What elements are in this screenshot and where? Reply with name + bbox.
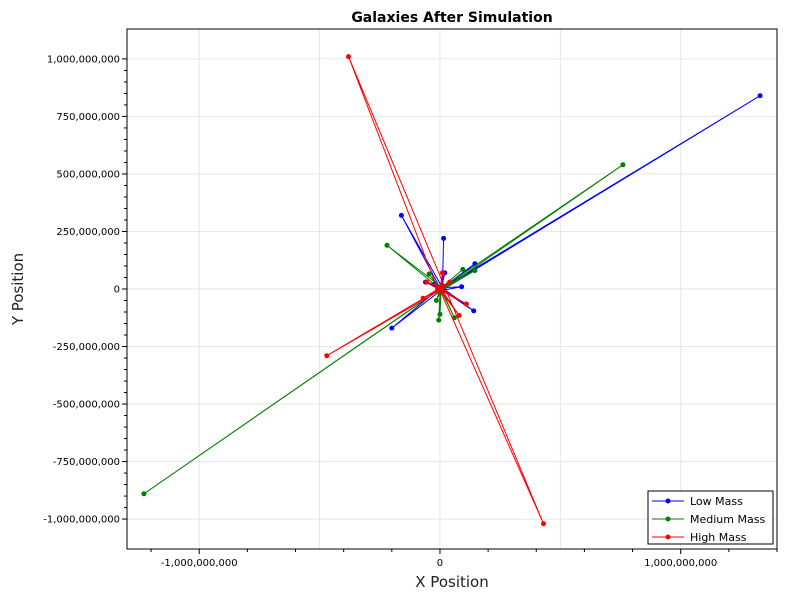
legend-marker-medium-mass xyxy=(665,516,671,522)
data-point-low-mass xyxy=(398,212,404,218)
data-point-high-mass xyxy=(463,301,469,307)
y-tick-label: -1,000,000,000 xyxy=(43,515,120,526)
data-point-medium-mass xyxy=(436,317,442,323)
data-point-medium-mass xyxy=(460,266,466,272)
legend-item-medium-mass: Medium Mass xyxy=(652,513,765,526)
data-point-high-mass xyxy=(456,313,462,318)
legend-label-medium-mass: Medium Mass xyxy=(690,513,765,526)
legend-marker-high-mass xyxy=(665,534,671,540)
y-tick-label: 750,000,000 xyxy=(56,112,120,123)
axis-ticks: 1,000,000,000 750,000,000 500,000,000 250,0… xyxy=(43,54,778,569)
data-point-high-mass xyxy=(424,279,430,285)
y-axis-title: Y Position xyxy=(9,253,27,326)
legend-marker-low-mass xyxy=(665,498,671,504)
data-point-high-mass xyxy=(447,279,453,285)
legend-item-high-mass: High Mass xyxy=(652,531,747,544)
y-tick-label: 500,000,000 xyxy=(56,169,120,180)
y-tick-label: -750,000,000 xyxy=(53,457,120,468)
data-point-high-mass xyxy=(439,270,445,276)
legend: Low Mass Medium Mass High Mass xyxy=(647,490,774,545)
data-point-high-mass xyxy=(541,521,546,527)
legend-item-low-mass: Low Mass xyxy=(652,495,743,508)
y-tick-label: 0 xyxy=(114,285,120,296)
data-point-low-mass xyxy=(459,284,465,290)
data-point-high-mass xyxy=(324,353,330,359)
data-point-medium-mass xyxy=(472,268,478,274)
data-point-low-mass xyxy=(441,235,447,241)
series-line-high-mass xyxy=(326,56,544,524)
y-tick-label: 250,000,000 xyxy=(56,227,120,238)
y-tick-label: -250,000,000 xyxy=(53,342,120,353)
x-tick-label: -1,000,000,000 xyxy=(161,558,238,569)
data-point-high-mass xyxy=(346,54,351,60)
data-point-medium-mass xyxy=(433,298,439,303)
x-tick-label: 1,000,000,000 xyxy=(644,558,717,569)
data-point-high-mass xyxy=(437,286,443,292)
data-point-medium-mass xyxy=(620,162,626,168)
y-tick-label: -500,000,000 xyxy=(53,400,120,411)
data-point-low-mass xyxy=(471,308,477,314)
legend-label-low-mass: Low Mass xyxy=(690,495,743,508)
data-point-high-mass xyxy=(420,295,426,301)
data-point-low-mass xyxy=(757,93,763,99)
series-lines xyxy=(141,54,763,527)
x-axis-title: X Position xyxy=(415,573,488,591)
grid-lines xyxy=(127,29,777,549)
y-tick-label: 1,000,000,000 xyxy=(47,54,120,65)
data-point-medium-mass xyxy=(437,311,443,317)
chart-title: Galaxies After Simulation xyxy=(351,10,552,26)
x-tick-label: 0 xyxy=(437,558,443,569)
data-point-medium-mass xyxy=(426,271,432,277)
data-point-medium-mass xyxy=(384,242,390,248)
data-point-low-mass xyxy=(389,325,395,331)
data-point-medium-mass xyxy=(141,491,147,497)
legend-label-high-mass: High Mass xyxy=(690,531,747,544)
series-high-mass xyxy=(324,54,546,527)
